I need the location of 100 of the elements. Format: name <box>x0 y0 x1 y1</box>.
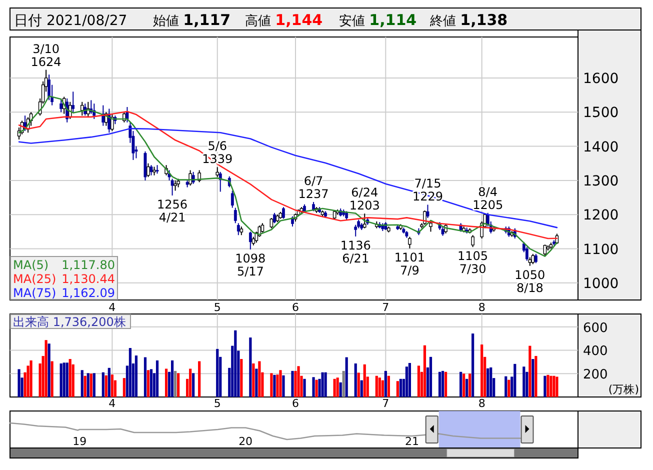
bar <box>490 367 492 397</box>
y-tick-label: 1600 <box>583 70 619 87</box>
bar <box>468 374 472 397</box>
y-tick-label: 400 <box>583 344 608 360</box>
bar <box>532 359 534 397</box>
bar <box>303 378 306 397</box>
bar <box>279 370 282 397</box>
bar <box>177 373 180 397</box>
bar <box>312 377 315 397</box>
x-tick-label: 4 <box>108 301 116 314</box>
bar <box>108 368 110 397</box>
x-tick-label: 6 <box>292 397 299 410</box>
header: 日付 2021/08/27 始値 1,117 高値 1,144 安値 1,114 終値 1,138 <box>10 8 642 30</box>
bar <box>472 334 474 397</box>
bar <box>556 376 558 397</box>
annotation: 1105 7/30 <box>458 249 488 276</box>
bar <box>550 376 552 397</box>
bar <box>444 372 448 397</box>
x-tick-label: 7 <box>382 301 390 314</box>
bar <box>104 375 108 397</box>
bar <box>234 330 237 397</box>
bar <box>381 380 384 397</box>
bar <box>249 338 252 397</box>
bar <box>102 372 104 397</box>
bar <box>134 356 138 397</box>
bar <box>480 344 484 397</box>
annotation: 8/4 1205 <box>472 184 504 212</box>
y-tick-label: 1100 <box>583 242 619 258</box>
x-tick-label: 8 <box>478 301 486 314</box>
x-tick-label: 19 <box>72 435 87 448</box>
bar <box>546 374 550 397</box>
bar <box>60 363 62 397</box>
x-tick-label: 5 <box>214 397 221 410</box>
y-tick-label: 200 <box>583 368 608 383</box>
bar <box>62 362 66 397</box>
annotation: 1136 6/21 <box>340 238 371 266</box>
bar <box>122 378 126 397</box>
bar <box>354 363 357 397</box>
bar <box>342 370 345 397</box>
bar <box>438 372 442 397</box>
bar <box>534 356 538 397</box>
bar <box>258 361 261 397</box>
bar <box>68 359 72 397</box>
bar <box>508 380 510 397</box>
y-axis-title: (万株) <box>608 383 639 396</box>
y-tick-label: 1200 <box>583 208 619 224</box>
bar <box>315 380 318 397</box>
x-tick-label: 6 <box>292 301 299 314</box>
bar <box>84 376 86 397</box>
bar <box>360 380 363 397</box>
bar <box>48 344 50 397</box>
x-tick-label: 7 <box>382 397 390 410</box>
y-tick-label: 1500 <box>583 105 619 122</box>
bar <box>50 361 54 397</box>
annotation: 1098 5/17 <box>235 251 266 278</box>
annotation: 1050 8/18 <box>514 268 546 295</box>
bar <box>375 376 378 397</box>
bar <box>384 370 387 397</box>
bar <box>273 374 276 397</box>
bar <box>405 366 408 397</box>
bar <box>339 382 342 397</box>
annotation: 3/10 1624 <box>30 42 62 69</box>
bar <box>544 376 546 397</box>
bar <box>345 357 348 397</box>
bar <box>396 381 399 397</box>
bar <box>146 370 150 397</box>
bar <box>336 378 339 397</box>
bar <box>255 368 258 397</box>
bar <box>423 345 426 397</box>
bar <box>522 366 526 397</box>
bar <box>189 368 192 397</box>
bar <box>321 372 324 397</box>
annotation: 1101 7/9 <box>394 250 425 278</box>
bar <box>144 357 147 397</box>
bar <box>282 375 285 397</box>
bar <box>486 368 490 397</box>
bar <box>459 372 462 397</box>
bar <box>80 370 84 397</box>
bar <box>66 362 68 397</box>
bar <box>170 360 174 397</box>
x-tick-label: 8 <box>478 397 486 410</box>
bar <box>324 372 327 397</box>
bar <box>528 346 532 397</box>
bar <box>150 369 153 397</box>
bar <box>174 370 177 397</box>
y-tick-label: 1000 <box>583 276 619 292</box>
x-tick-label: 21 <box>405 435 420 448</box>
annotation: 1256 4/21 <box>157 197 188 224</box>
bar <box>333 378 336 397</box>
bar <box>504 376 508 397</box>
bar <box>399 378 402 397</box>
bar <box>363 364 366 397</box>
bar <box>357 372 360 397</box>
bar <box>387 376 390 397</box>
bar <box>429 356 432 397</box>
bar <box>466 378 468 397</box>
bar <box>30 360 32 397</box>
bar <box>216 348 219 397</box>
bar <box>297 366 300 397</box>
y-tick-label: 600 <box>583 320 608 336</box>
